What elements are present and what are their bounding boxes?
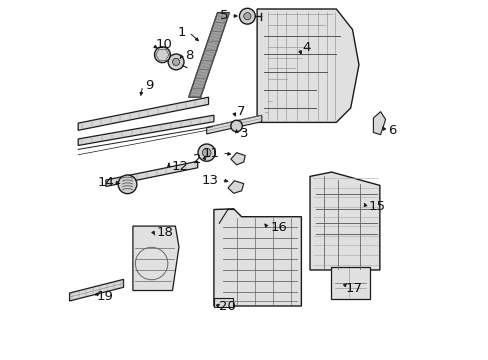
Polygon shape — [230, 153, 244, 165]
Text: 6: 6 — [387, 124, 395, 137]
Text: 4: 4 — [302, 41, 310, 54]
Circle shape — [154, 47, 170, 63]
Polygon shape — [188, 13, 229, 97]
Text: 15: 15 — [368, 201, 385, 213]
Circle shape — [230, 120, 242, 132]
Polygon shape — [330, 267, 369, 299]
Text: 12: 12 — [171, 160, 188, 173]
Polygon shape — [78, 115, 213, 145]
Text: 16: 16 — [270, 221, 287, 234]
Circle shape — [172, 58, 179, 66]
Text: 11: 11 — [202, 147, 219, 159]
Text: 18: 18 — [156, 226, 173, 239]
Text: 5: 5 — [219, 9, 228, 22]
Polygon shape — [257, 9, 358, 122]
Text: 10: 10 — [155, 38, 172, 51]
Polygon shape — [69, 279, 123, 301]
Polygon shape — [133, 226, 179, 291]
Circle shape — [239, 8, 255, 24]
Text: 8: 8 — [185, 49, 193, 62]
Polygon shape — [309, 172, 379, 270]
Polygon shape — [106, 161, 197, 186]
Text: 17: 17 — [345, 282, 362, 294]
Text: 9: 9 — [145, 79, 154, 92]
Text: 20: 20 — [219, 300, 236, 313]
Polygon shape — [213, 298, 232, 307]
Text: 14: 14 — [97, 176, 114, 189]
Text: 1: 1 — [177, 26, 186, 39]
Circle shape — [202, 148, 211, 157]
Polygon shape — [373, 112, 385, 135]
Text: 3: 3 — [239, 127, 248, 140]
Text: 7: 7 — [236, 105, 244, 118]
Circle shape — [198, 144, 215, 161]
Text: 2: 2 — [192, 153, 201, 166]
Circle shape — [168, 54, 183, 70]
Circle shape — [118, 175, 137, 194]
Text: 13: 13 — [201, 174, 218, 186]
Polygon shape — [227, 181, 244, 193]
Circle shape — [244, 13, 250, 20]
Polygon shape — [206, 115, 261, 134]
Polygon shape — [78, 97, 208, 130]
Text: 19: 19 — [96, 291, 113, 303]
Polygon shape — [213, 209, 301, 306]
